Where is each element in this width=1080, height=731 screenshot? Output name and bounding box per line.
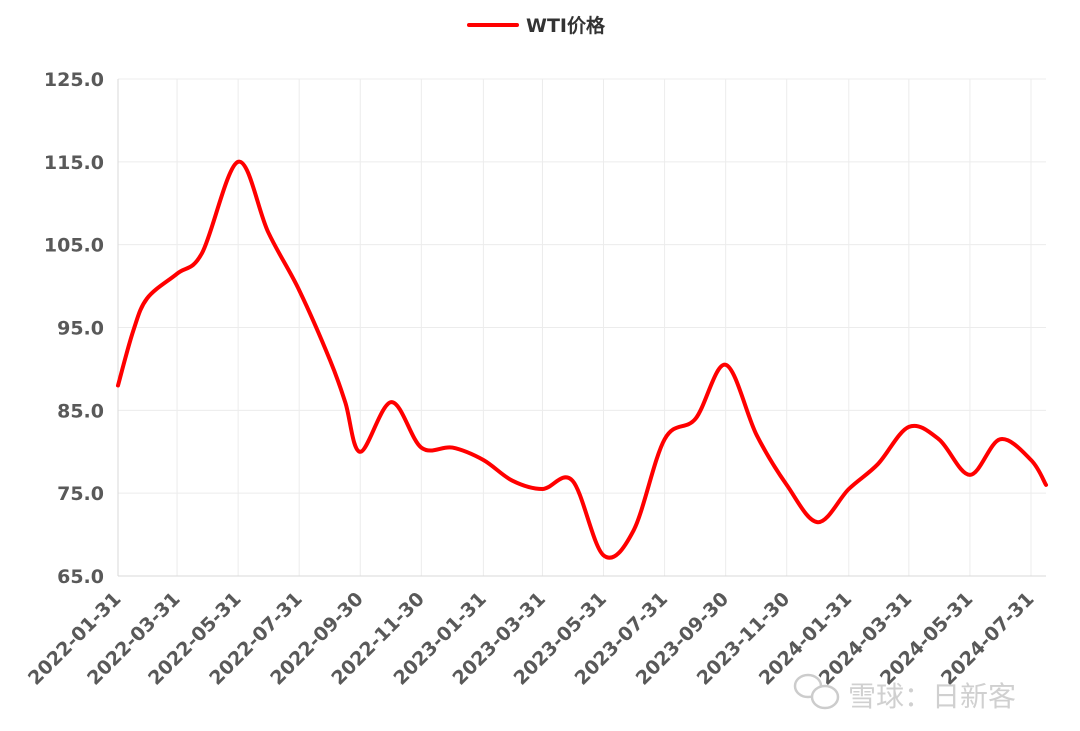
y-tick-label: 95.0: [57, 318, 104, 340]
y-tick-label: 65.0: [57, 566, 104, 588]
legend: WTI价格: [467, 14, 606, 37]
y-tick-label: 75.0: [57, 483, 104, 505]
legend-label: WTI价格: [526, 14, 606, 37]
wti-price-line: [116, 159, 1048, 560]
watermark-text: 雪球：日新客: [848, 680, 1016, 713]
series-layer: [116, 159, 1048, 560]
wechat-bubble-front: [810, 684, 840, 710]
wechat-icon: [793, 673, 840, 710]
grid: [117, 78, 1046, 576]
y-tick-label: 105.0: [44, 235, 104, 257]
watermark: 雪球：日新客: [793, 673, 1016, 713]
y-tick-label: 125.0: [44, 69, 104, 91]
y-tick-label: 85.0: [57, 400, 104, 422]
y-tick-label: 115.0: [44, 152, 104, 174]
